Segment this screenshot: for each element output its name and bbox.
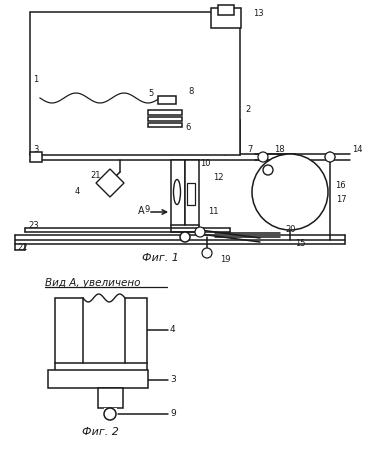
Text: 3: 3 [33, 145, 39, 154]
Circle shape [258, 152, 268, 162]
Text: 16: 16 [335, 180, 345, 189]
Text: 9: 9 [145, 204, 150, 213]
Circle shape [202, 248, 212, 258]
Text: А: А [138, 206, 145, 216]
Bar [148, 110, 182, 115]
Text: 8: 8 [188, 86, 193, 95]
Text: 15: 15 [295, 239, 305, 248]
Text: 10: 10 [200, 158, 210, 167]
Text: 12: 12 [213, 174, 224, 183]
Text: 9: 9 [170, 410, 176, 418]
Text: 21: 21 [90, 171, 100, 180]
Bar [185, 160, 199, 225]
Bar [211, 8, 241, 28]
Text: 17: 17 [336, 195, 347, 204]
Text: 11: 11 [208, 207, 219, 216]
Circle shape [325, 152, 335, 162]
Circle shape [252, 154, 328, 230]
Bar [148, 123, 182, 127]
Circle shape [263, 165, 273, 175]
Bar [125, 298, 147, 363]
Ellipse shape [173, 180, 180, 204]
Text: 1: 1 [33, 76, 38, 85]
Text: 20: 20 [285, 225, 296, 234]
Circle shape [104, 408, 116, 420]
Bar [48, 370, 148, 388]
Text: 18: 18 [274, 145, 285, 154]
Circle shape [180, 232, 190, 242]
Bar [55, 298, 83, 363]
Bar [187, 183, 195, 205]
Text: 13: 13 [253, 9, 264, 18]
Polygon shape [96, 169, 124, 197]
Bar [158, 96, 176, 104]
Text: 3: 3 [170, 375, 176, 384]
Text: 22: 22 [17, 243, 28, 252]
Bar [218, 5, 234, 15]
Bar [30, 12, 240, 155]
Text: 2: 2 [245, 105, 250, 114]
Bar [98, 388, 123, 408]
Text: 5: 5 [148, 89, 153, 98]
Text: Фиг. 1: Фиг. 1 [142, 253, 179, 263]
Text: 23: 23 [28, 220, 39, 230]
Text: 19: 19 [220, 256, 231, 265]
Text: 6: 6 [185, 123, 190, 132]
Text: 4: 4 [170, 325, 175, 334]
Bar [148, 117, 182, 121]
Bar [104, 408, 117, 414]
Text: 4: 4 [75, 188, 80, 197]
Bar [171, 160, 185, 225]
Text: Фиг. 2: Фиг. 2 [82, 427, 118, 437]
Bar [30, 152, 42, 162]
Text: 14: 14 [352, 145, 363, 154]
Circle shape [195, 227, 205, 237]
Text: 7: 7 [247, 145, 252, 154]
Text: Вид А, увеличено: Вид А, увеличено [45, 278, 140, 288]
